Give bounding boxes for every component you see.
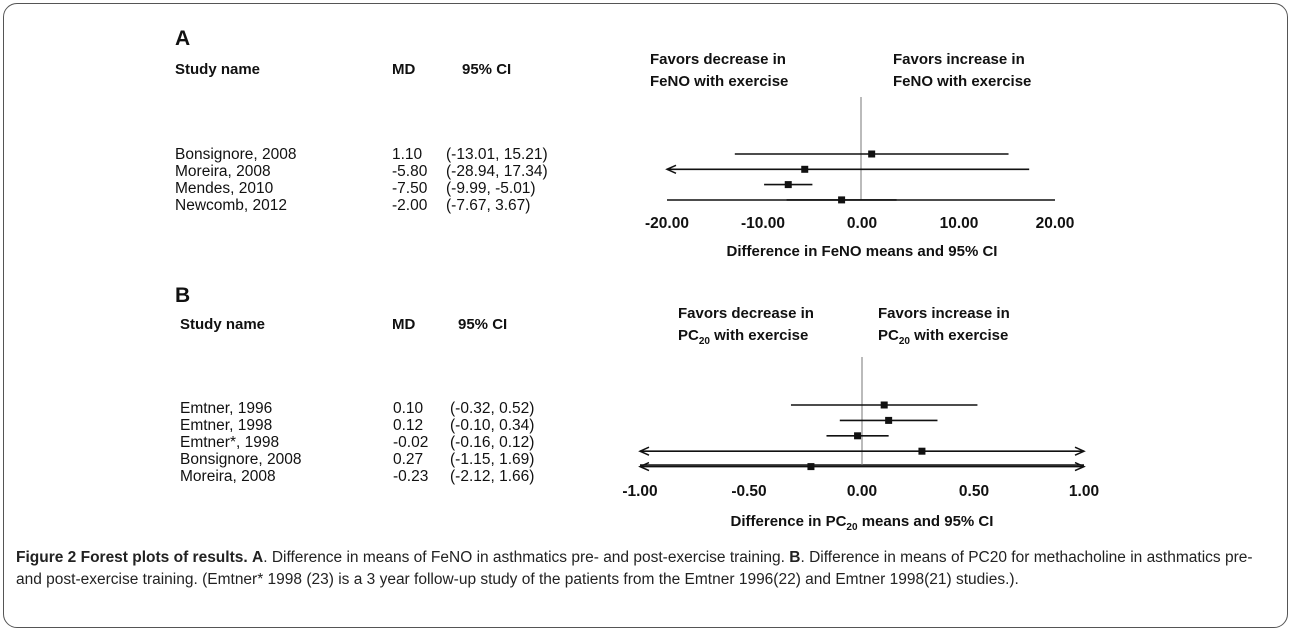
panel-a-header-ci: 95% CI: [462, 61, 511, 78]
point-estimate: [854, 432, 862, 440]
point-estimate: [880, 401, 888, 409]
panel-b-header-ci: 95% CI: [458, 316, 507, 333]
panel-b-table: Emtner, 1996 0.10 (-0.32, 0.52) Emtner, …: [180, 400, 534, 485]
panel-b-favors-left-2: PC20 with exercise: [678, 327, 808, 347]
caption-b-label: B: [789, 549, 801, 566]
panel-a-table: Bonsignore, 2008 1.10 (-13.01, 15.21) Mo…: [175, 146, 548, 214]
panel-b-favors-right-2: PC20 with exercise: [878, 327, 1008, 347]
point-estimate: [918, 447, 926, 455]
panel-a-row-study: Bonsignore, 2008: [175, 146, 297, 163]
panel-b-row-ci: (-1.15, 1.69): [450, 451, 534, 468]
panel-b-letter: B: [175, 284, 190, 307]
ci-arrow-right: [1074, 461, 1086, 472]
panel-a-row-ci: (-28.94, 17.34): [446, 163, 548, 180]
ci-arrow-left: [638, 446, 650, 456]
panel-a-axis-label: Difference in FeNO means and 95% CI: [727, 243, 998, 260]
panel-a-row-study: Moreira, 2008: [175, 163, 271, 180]
panel-a-plot: [665, 97, 1055, 204]
panel-a-row-md: -5.80: [392, 163, 428, 180]
caption-a-text: . Difference in means of FeNO in asthmat…: [263, 549, 790, 566]
panel-a-row-md: -7.50: [392, 180, 428, 197]
panel-a-favors-right-1: Favors increase in: [893, 51, 1025, 68]
ci-arrow-left: [665, 164, 677, 174]
panel-b-row-md: 0.10: [393, 400, 424, 417]
panel-a-row-ci: (-7.67, 3.67): [446, 197, 530, 214]
panel-b-row-study: Emtner, 1996: [180, 400, 272, 417]
panel-b-header-study: Study name: [180, 316, 265, 333]
panel-b-tick: 0.50: [959, 483, 989, 500]
panel-a-tick: 0.00: [847, 215, 877, 232]
panel-a-header-md: MD: [392, 61, 415, 78]
panel-a-favors-right-2: FeNO with exercise: [893, 73, 1031, 90]
panel-a-tick: 10.00: [940, 215, 979, 232]
panel-b-tick: -0.50: [731, 483, 766, 500]
panel-b-row-ci: (-0.32, 0.52): [450, 400, 534, 417]
panel-a-tick: 20.00: [1036, 215, 1075, 232]
panel-a-axis-ticks: -20.00 -10.00 0.00 10.00 20.00: [645, 215, 1074, 232]
panel-a-favors-left-2: FeNO with exercise: [650, 73, 788, 90]
panel-b-row-study: Emtner*, 1998: [180, 434, 279, 451]
panel-a-row-md: 1.10: [392, 146, 423, 163]
panel-b-favors-right-1: Favors increase in: [878, 305, 1010, 322]
caption-a-label: A: [252, 549, 264, 566]
ci-arrow-right: [1074, 446, 1086, 456]
panel-b-row-md: 0.12: [393, 417, 423, 434]
panel-b-row-study: Emtner, 1998: [180, 417, 272, 434]
panel-b: B Study name MD 95% CI Favors decrease i…: [175, 284, 1010, 347]
figure-caption: Figure 2 Forest plots of results. A. Dif…: [16, 547, 1278, 591]
panel-b-tick: 0.00: [847, 483, 877, 500]
panel-b-header-md: MD: [392, 316, 415, 333]
panel-b-row-ci: (-2.12, 1.66): [450, 468, 534, 485]
point-estimate: [784, 181, 792, 189]
panel-b-row-study: Moreira, 2008: [180, 468, 276, 485]
panel-b-axis-ticks: -1.00 -0.50 0.00 0.50 1.00: [622, 483, 1099, 500]
figure-frame: [3, 3, 1288, 628]
forest-plot-figure: A Study name MD 95% CI Favors decrease i…: [175, 27, 1099, 533]
panel-a-tick: -10.00: [741, 215, 785, 232]
panel-b-favors-left-1: Favors decrease in: [678, 305, 814, 322]
point-estimate: [885, 416, 893, 424]
panel-b-row-md: -0.02: [393, 434, 428, 451]
caption-figure-label: Figure 2 Forest plots of results.: [16, 549, 248, 566]
panel-b-row-md: 0.27: [393, 451, 423, 468]
panel-a-row-study: Newcomb, 2012: [175, 197, 287, 214]
panel-b-plot: [638, 357, 1086, 472]
panel-a-row-ci: (-9.99, -5.01): [446, 180, 536, 197]
panel-a: A Study name MD 95% CI Favors decrease i…: [175, 27, 1031, 90]
panel-b-row-md: -0.23: [393, 468, 428, 485]
panel-b-tick: 1.00: [1069, 483, 1099, 500]
caption-b-text: . Difference in means of PC20 for methac…: [16, 549, 1253, 588]
panel-b-row-ci: (-0.16, 0.12): [450, 434, 534, 451]
panel-b-row-ci: (-0.10, 0.34): [450, 417, 534, 434]
point-estimate: [807, 463, 815, 471]
panel-a-row-md: -2.00: [392, 197, 428, 214]
panel-a-tick: -20.00: [645, 215, 689, 232]
panel-a-letter: A: [175, 27, 190, 50]
panel-b-tick: -1.00: [622, 483, 657, 500]
panel-a-row-ci: (-13.01, 15.21): [446, 146, 548, 163]
panel-a-header-study: Study name: [175, 61, 260, 78]
panel-b-axis-label: Difference in PC20 means and 95% CI: [731, 513, 994, 533]
ci-arrow-left: [638, 461, 650, 472]
panel-b-row-study: Bonsignore, 2008: [180, 451, 302, 468]
point-estimate: [838, 196, 846, 204]
point-estimate: [868, 150, 876, 158]
panel-a-favors-left-1: Favors decrease in: [650, 51, 786, 68]
panel-a-row-study: Mendes, 2010: [175, 180, 274, 197]
point-estimate: [801, 165, 809, 173]
